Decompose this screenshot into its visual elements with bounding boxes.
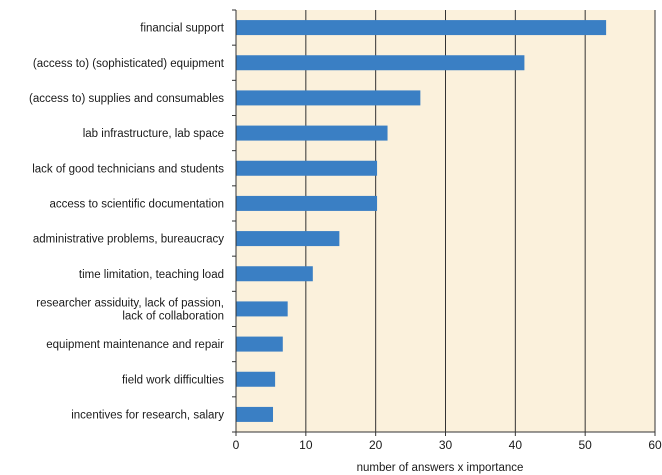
x-axis-title: number of answers x importance bbox=[357, 462, 524, 474]
category-label: incentives for research, salary bbox=[71, 409, 224, 421]
category-label: (access to) (sophisticated) equipment bbox=[33, 58, 225, 70]
category-label: field work difficulties bbox=[122, 374, 224, 386]
x-tick-label: 40 bbox=[509, 438, 523, 452]
category-label: time limitation, teaching load bbox=[79, 269, 224, 281]
x-tick-label: 50 bbox=[578, 438, 592, 452]
bar bbox=[236, 266, 313, 282]
category-label: equipment maintenance and repair bbox=[46, 339, 224, 351]
bar bbox=[236, 371, 276, 387]
tick-labels: 0 10 20 30 40 50 60 bbox=[233, 438, 662, 452]
bar bbox=[236, 55, 525, 71]
x-tick-label: 20 bbox=[369, 438, 383, 452]
bars bbox=[236, 20, 607, 422]
category-label: lab infrastructure, lab space bbox=[83, 128, 224, 140]
bar bbox=[236, 20, 607, 36]
category-labels: financial support (access to) (sophistica… bbox=[29, 23, 225, 422]
category-label: access to scientific documentation bbox=[49, 198, 224, 210]
bar bbox=[236, 301, 288, 317]
category-label: administrative problems, bureaucracy bbox=[33, 234, 224, 246]
x-tick-label: 0 bbox=[233, 438, 240, 452]
bar bbox=[236, 125, 388, 141]
category-label: lack of good technicians and students bbox=[32, 163, 224, 175]
bar bbox=[236, 231, 340, 247]
category-label: researcher assiduity, lack of passion, la… bbox=[36, 297, 224, 322]
bar bbox=[236, 406, 274, 422]
bar bbox=[236, 336, 283, 352]
x-tick-label: 30 bbox=[439, 438, 453, 452]
category-label: financial support bbox=[140, 23, 225, 35]
bar bbox=[236, 195, 378, 211]
grid-lines bbox=[305, 10, 656, 432]
bar bbox=[236, 90, 421, 106]
axes bbox=[232, 9, 656, 436]
x-tick-label: 60 bbox=[648, 438, 662, 452]
x-tick-label: 10 bbox=[299, 438, 313, 452]
category-label: (access to) supplies and consumables bbox=[29, 93, 224, 105]
bar bbox=[236, 160, 378, 176]
